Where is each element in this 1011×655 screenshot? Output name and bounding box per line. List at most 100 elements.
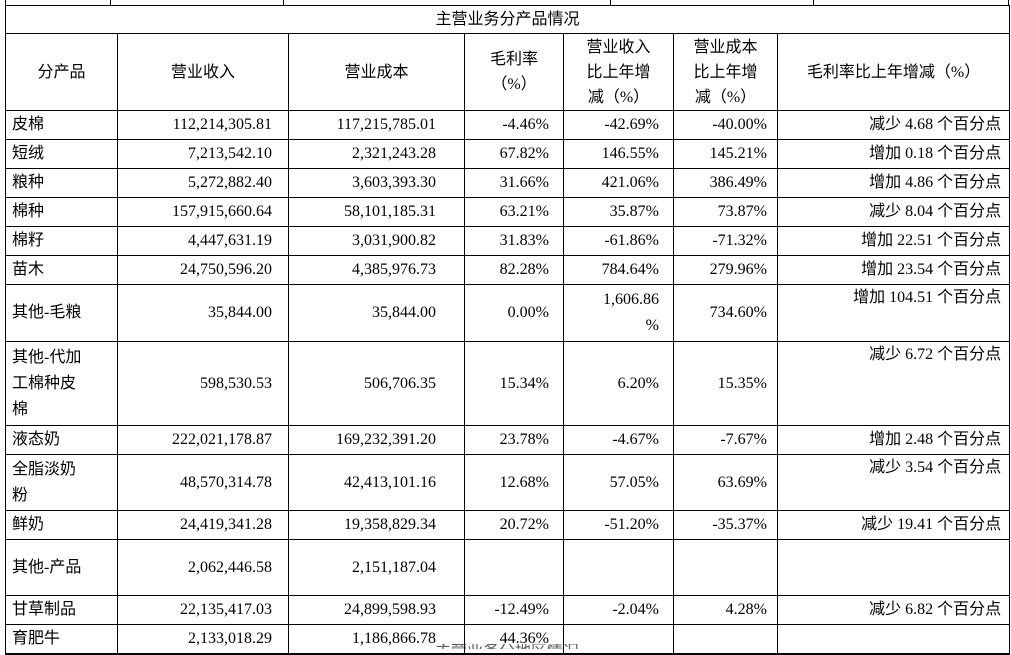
cell-margin xyxy=(464,539,564,596)
cell-cost: 117,215,785.01 xyxy=(288,110,465,140)
cell-cost: 4,385,976.73 xyxy=(288,255,465,285)
cell-revenue-change: -42.69% xyxy=(563,110,674,140)
cell-revenue: 598,530.53 xyxy=(117,341,289,426)
cell-revenue: 24,750,596.20 xyxy=(117,255,289,285)
cell-revenue: 157,915,660.64 xyxy=(117,197,289,227)
table-row: 皮棉 112,214,305.81 117,215,785.01 -4.46% … xyxy=(5,110,1011,140)
cell-revenue: 22,135,417.03 xyxy=(117,595,289,625)
cell-product: 其他-毛粮 xyxy=(5,284,118,342)
cell-cost-change: 734.60% xyxy=(673,284,778,342)
cell-revenue-change xyxy=(563,539,674,596)
cell-cost: 169,232,391.20 xyxy=(288,425,465,455)
cell-product: 短绒 xyxy=(5,139,118,169)
cell-revenue: 7,213,542.10 xyxy=(117,139,289,169)
cell-cost: 3,603,393.30 xyxy=(288,168,465,198)
cell-revenue-change: 1,606.86 % xyxy=(563,284,674,342)
cell-revenue-change: -61.86% xyxy=(563,226,674,256)
cell-cost: 506,706.35 xyxy=(288,341,465,426)
table-row: 全脂淡奶粉 48,570,314.78 42,413,101.16 12.68%… xyxy=(5,454,1011,511)
table-row: 粮种 5,272,882.40 3,603,393.30 31.66% 421.… xyxy=(5,168,1011,198)
cell-margin: 31.83% xyxy=(464,226,564,256)
header-cost-change: 营业成本 比上年增 减（%） xyxy=(673,33,778,111)
table-row: 棉籽 4,447,631.19 3,031,900.82 31.83% -61.… xyxy=(5,226,1011,256)
table-row: 其他-产品 2,062,446.58 2,151,187.04 xyxy=(5,539,1011,596)
cell-margin: 63.21% xyxy=(464,197,564,227)
main-business-by-product-table: 主营业务分产品情况 分产品 营业收入 营业成本 毛利率 （%） 营业收入 比上年… xyxy=(4,5,1011,655)
cell-cost-change: 63.69% xyxy=(673,454,778,511)
cell-margin-change: 增加 23.54 个百分点 xyxy=(776,255,1011,285)
cell-cost: 35,844.00 xyxy=(288,284,465,342)
table-title: 主营业务分产品情况 xyxy=(4,5,1011,34)
table-row: 甘草制品 22,135,417.03 24,899,598.93 -12.49%… xyxy=(5,595,1011,625)
cell-revenue-change: -2.04% xyxy=(563,595,674,625)
header-revenue: 营业收入 xyxy=(117,33,289,111)
cell-product: 甘草制品 xyxy=(5,595,118,625)
cell-cost-change: 15.35% xyxy=(673,341,778,426)
cell-revenue: 2,133,018.29 xyxy=(117,624,289,655)
cell-cost-change xyxy=(673,624,778,655)
cell-cost: 1,186,866.78 xyxy=(288,624,465,655)
clipped-row-above xyxy=(5,0,1009,6)
cell-margin: -4.46% xyxy=(464,110,564,140)
cell-product: 棉种 xyxy=(5,197,118,227)
cell-margin-change: 增加 104.51 个百分点 xyxy=(776,284,1011,342)
cell-cost-change: 4.28% xyxy=(673,595,778,625)
cell-revenue: 48,570,314.78 xyxy=(117,454,289,511)
cell-revenue-change: 784.64% xyxy=(563,255,674,285)
cell-cost-change: -35.37% xyxy=(673,510,778,540)
cell-revenue: 222,021,178.87 xyxy=(117,425,289,455)
cell-margin-change: 增加 0.18 个百分点 xyxy=(776,139,1011,169)
cell-margin-change: 增加 22.51 个百分点 xyxy=(776,226,1011,256)
cell-margin: 67.82% xyxy=(464,139,564,169)
cell-margin-change xyxy=(776,539,1011,596)
cell-revenue: 5,272,882.40 xyxy=(117,168,289,198)
cell-product: 皮棉 xyxy=(5,110,118,140)
cell-revenue-change: 57.05% xyxy=(563,454,674,511)
cell-margin: 0.00% xyxy=(464,284,564,342)
cell-revenue: 112,214,305.81 xyxy=(117,110,289,140)
cell-revenue: 24,419,341.28 xyxy=(117,510,289,540)
cell-cost-change xyxy=(673,539,778,596)
border-stub xyxy=(283,0,284,5)
table-row: 其他-代加工棉种皮棉 598,530.53 506,706.35 15.34% … xyxy=(5,341,1011,426)
table-header-row: 分产品 营业收入 营业成本 毛利率 （%） 营业收入 比上年增 减（%） 营业成… xyxy=(5,33,1011,111)
cell-cost: 58,101,185.31 xyxy=(288,197,465,227)
cell-margin-change: 减少 6.72 个百分点 xyxy=(776,341,1011,426)
table-title-row: 主营业务分产品情况 xyxy=(4,5,1011,34)
cell-product: 其他-产品 xyxy=(5,539,118,596)
cell-cost-change: -71.32% xyxy=(673,226,778,256)
cell-product: 苗木 xyxy=(5,255,118,285)
table-row: 短绒 7,213,542.10 2,321,243.28 67.82% 146.… xyxy=(5,139,1011,169)
cell-revenue: 35,844.00 xyxy=(117,284,289,342)
cell-margin: 20.72% xyxy=(464,510,564,540)
header-revenue-change: 营业收入 比上年增 减（%） xyxy=(563,33,674,111)
cell-cost: 3,031,900.82 xyxy=(288,226,465,256)
cell-cost: 2,151,187.04 xyxy=(288,539,465,596)
cell-margin: 31.66% xyxy=(464,168,564,198)
border-stub xyxy=(813,0,814,5)
cell-revenue-change: 146.55% xyxy=(563,139,674,169)
table-row: 棉种 157,915,660.64 58,101,185.31 63.21% 3… xyxy=(5,197,1011,227)
cell-margin: 23.78% xyxy=(464,425,564,455)
cell-margin: 15.34% xyxy=(464,341,564,426)
cell-cost-change: 386.49% xyxy=(673,168,778,198)
cell-product: 鲜奶 xyxy=(5,510,118,540)
table-row: 育肥牛 2,133,018.29 1,186,866.78 44.36% xyxy=(5,624,1011,655)
cell-margin-change: 减少 3.54 个百分点 xyxy=(776,454,1011,511)
cell-revenue-change xyxy=(563,624,674,655)
border-stub xyxy=(110,0,111,5)
cell-cost: 2,321,243.28 xyxy=(288,139,465,169)
header-margin-change: 毛利率比上年增减（%） xyxy=(776,33,1011,111)
cell-margin-change: 减少 4.68 个百分点 xyxy=(776,110,1011,140)
table-row: 其他-毛粮 35,844.00 35,844.00 0.00% 1,606.86… xyxy=(5,284,1011,342)
cell-revenue-change: -51.20% xyxy=(563,510,674,540)
cell-cost-change: 279.96% xyxy=(673,255,778,285)
cell-margin: 82.28% xyxy=(464,255,564,285)
border-stub xyxy=(5,0,6,5)
cell-margin-change: 减少 19.41 个百分点 xyxy=(776,510,1011,540)
clipped-next-section-title: 主营业务分地区情况 xyxy=(5,644,1009,649)
cell-product: 粮种 xyxy=(5,168,118,198)
table-row: 苗木 24,750,596.20 4,385,976.73 82.28% 784… xyxy=(5,255,1011,285)
cell-product: 育肥牛 xyxy=(5,624,118,655)
cell-product: 全脂淡奶粉 xyxy=(5,454,118,511)
